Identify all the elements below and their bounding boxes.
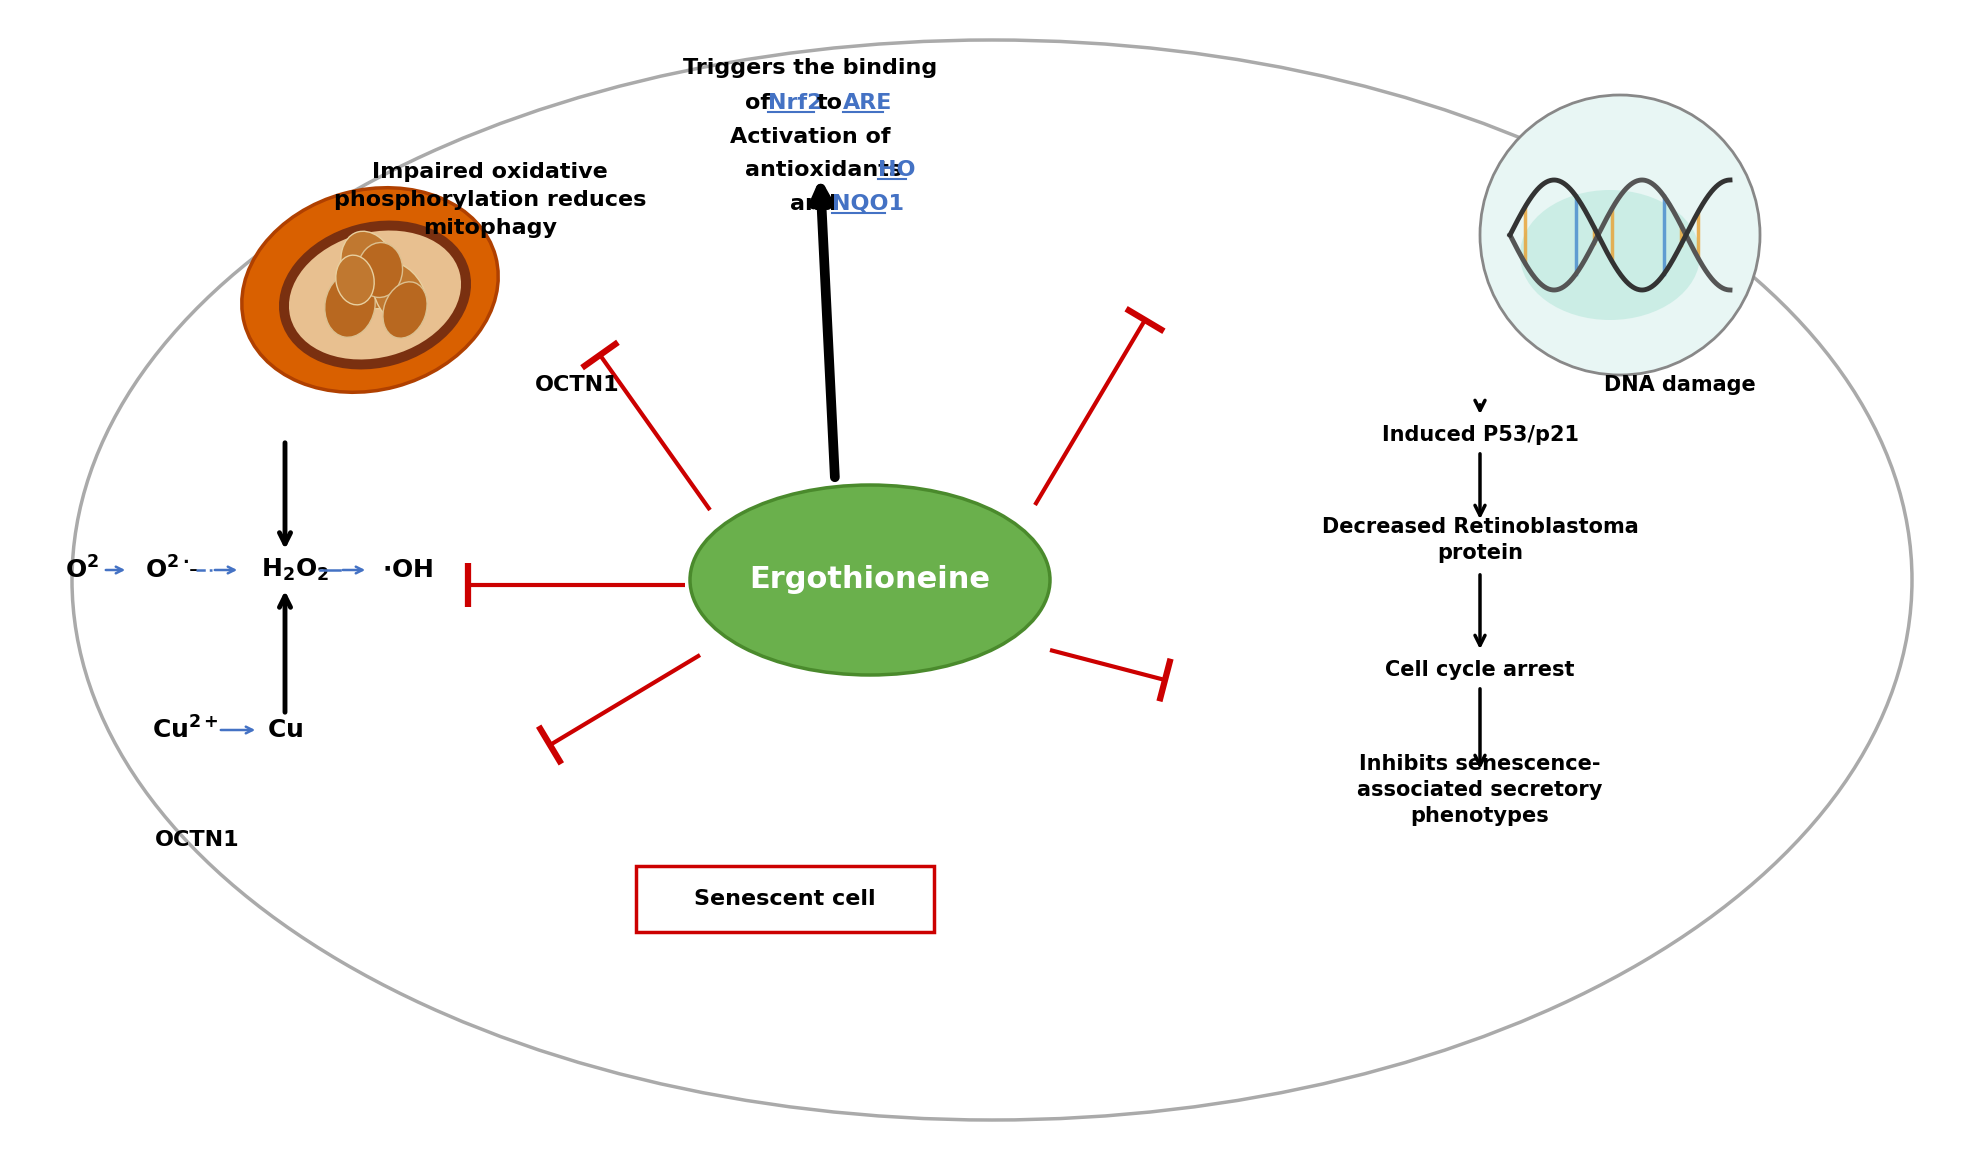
Text: $\mathbf{O^{2\bullet}\!\text{-}}$: $\mathbf{O^{2\bullet}\!\text{-}}$ <box>145 556 198 583</box>
Text: Cell cycle arrest: Cell cycle arrest <box>1385 660 1575 680</box>
Text: ARE: ARE <box>843 94 893 113</box>
Text: Induced P53/p21: Induced P53/p21 <box>1381 426 1579 445</box>
Circle shape <box>1480 95 1760 375</box>
Text: $\mathbf{H_2O_2}$: $\mathbf{H_2O_2}$ <box>262 556 329 583</box>
Ellipse shape <box>357 242 403 297</box>
FancyBboxPatch shape <box>637 866 934 932</box>
Text: Ergothioneine: Ergothioneine <box>750 566 990 595</box>
Ellipse shape <box>690 485 1050 675</box>
Text: Activation of: Activation of <box>730 127 891 147</box>
Text: $\mathbf{Cu}$: $\mathbf{Cu}$ <box>268 718 304 742</box>
Text: OCTN1: OCTN1 <box>155 830 240 850</box>
Text: Triggers the binding: Triggers the binding <box>682 58 936 78</box>
Ellipse shape <box>280 221 470 369</box>
Ellipse shape <box>335 255 375 305</box>
Text: to: to <box>817 94 843 113</box>
Text: Nrf2: Nrf2 <box>768 94 823 113</box>
Text: $\mathbf{O^2}$: $\mathbf{O^2}$ <box>65 556 99 583</box>
Text: HO: HO <box>879 160 915 180</box>
Ellipse shape <box>1520 191 1700 320</box>
Text: of: of <box>746 94 778 113</box>
Text: OCTN1: OCTN1 <box>536 375 619 395</box>
Ellipse shape <box>341 231 399 309</box>
Text: NQO1: NQO1 <box>831 194 905 214</box>
Text: Senescent cell: Senescent cell <box>694 888 875 909</box>
Ellipse shape <box>290 230 460 360</box>
Ellipse shape <box>383 282 427 338</box>
Text: and: and <box>790 194 837 214</box>
Text: DNA damage: DNA damage <box>1605 375 1756 395</box>
Text: antioxidants: antioxidants <box>746 160 903 180</box>
Text: Decreased Retinoblastoma
protein: Decreased Retinoblastoma protein <box>1321 517 1639 563</box>
Text: Impaired oxidative
phosphorylation reduces
mitophagy: Impaired oxidative phosphorylation reduc… <box>333 162 647 238</box>
Text: $\mathbf{\cdot OH}$: $\mathbf{\cdot OH}$ <box>383 558 434 582</box>
Text: Inhibits senescence-
associated secretory
phenotypes: Inhibits senescence- associated secretor… <box>1357 754 1603 826</box>
Ellipse shape <box>373 262 427 327</box>
Ellipse shape <box>242 188 498 393</box>
Text: $\mathbf{Cu^{2+}}$: $\mathbf{Cu^{2+}}$ <box>151 717 218 743</box>
Ellipse shape <box>325 272 375 338</box>
